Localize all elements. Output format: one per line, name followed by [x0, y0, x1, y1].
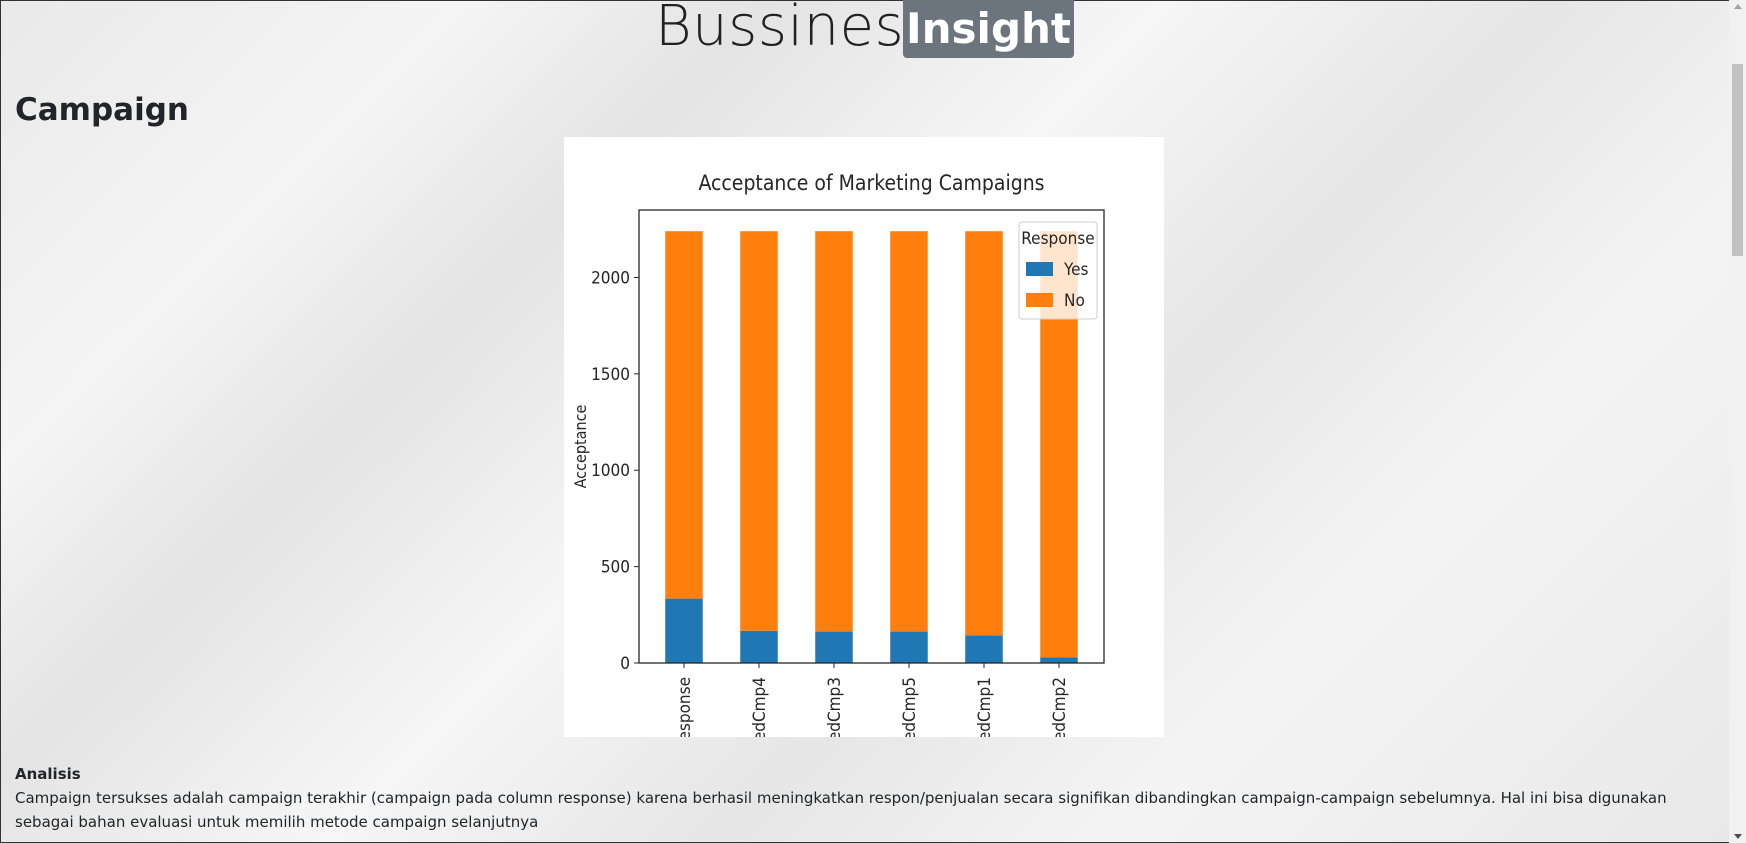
x-tick-label-1: Response [675, 677, 695, 737]
x-tick-label-3: AcceptedCmp3 [825, 677, 845, 737]
bar-yes-5 [965, 635, 1003, 663]
section-title: Campaign [15, 92, 189, 128]
x-tick-label-6: AcceptedCmp2 [1050, 677, 1070, 737]
bar-no-5 [965, 231, 1003, 636]
bar-yes-3 [815, 631, 853, 663]
bar-no-2 [740, 231, 778, 631]
page-title: Bussiness [655, 0, 934, 59]
analysis-title: Analisis [15, 765, 81, 783]
title-badge: Insight [903, 0, 1074, 58]
analysis-section: Analisis Campaign tersukses adalah campa… [15, 762, 1715, 834]
vertical-scrollbar[interactable] [1729, 0, 1746, 843]
bar-yes-4 [890, 631, 928, 663]
scroll-thumb[interactable] [1732, 64, 1743, 256]
bar-no-1 [665, 231, 703, 599]
legend-label-yes: Yes [1063, 260, 1088, 280]
y-tick-label-2: 500 [601, 558, 630, 578]
y-tick-label-1: 0 [620, 654, 630, 674]
legend-title: Response [1021, 229, 1094, 249]
bar-yes-2 [740, 630, 778, 663]
bar-yes-6 [1040, 657, 1078, 663]
plot-frame [638, 209, 1105, 664]
bar-chart: Acceptance of Marketing Campaigns Respons… [571, 171, 1105, 737]
legend-label-no: No [1064, 291, 1085, 311]
x-tick-label-5: AcceptedCmp1 [975, 677, 995, 737]
bar-no-4 [890, 231, 928, 632]
bar-no-3 [815, 231, 853, 632]
chart-title: Acceptance of Marketing Campaigns [698, 171, 1044, 195]
chart-container: Acceptance of Marketing Campaigns Respons… [564, 137, 1164, 737]
y-axis-label: Acceptance [571, 404, 590, 488]
y-tick-label-4: 1500 [591, 365, 630, 385]
legend-swatch-yes [1026, 262, 1053, 276]
analysis-text: Campaign tersukses adalah campaign terak… [15, 789, 1667, 831]
legend-swatch-no [1026, 293, 1053, 307]
y-tick-label-5: 2000 [591, 268, 630, 288]
x-tick-label-4: AcceptedCmp5 [900, 677, 920, 737]
scroll-up-arrow-icon[interactable] [1734, 4, 1742, 9]
x-tick-label-2: AcceptedCmp4 [750, 677, 770, 737]
bar-yes-1 [665, 598, 703, 663]
y-tick-label-3: 1000 [591, 461, 630, 481]
scroll-down-arrow-icon[interactable] [1734, 834, 1742, 839]
